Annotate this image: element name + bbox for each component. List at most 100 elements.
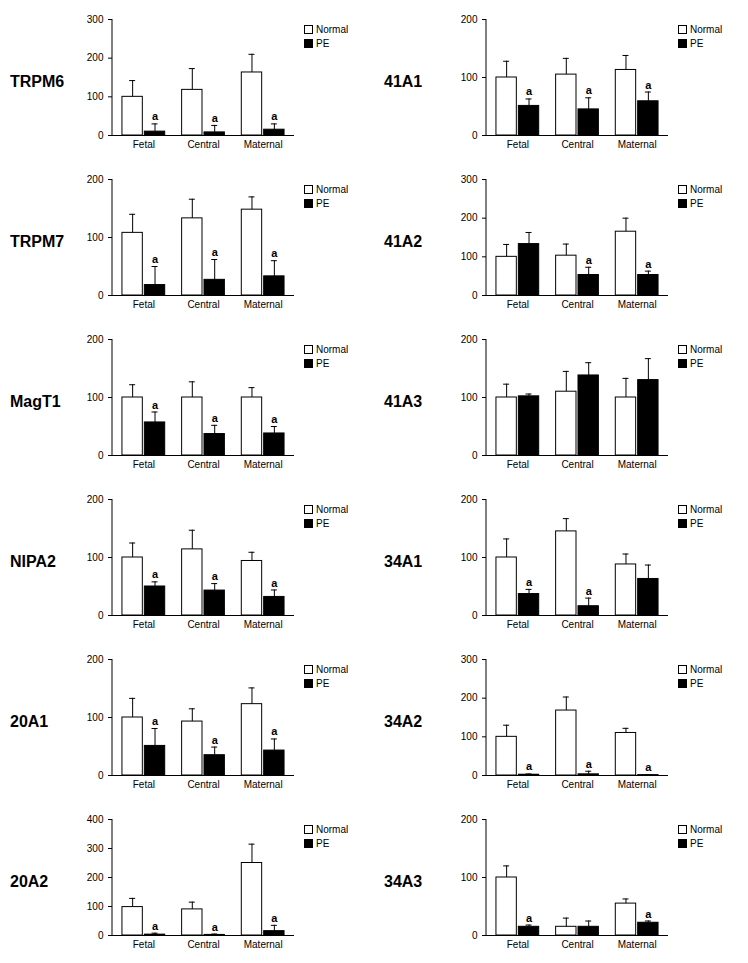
svg-text:200: 200: [461, 14, 478, 25]
svg-text:a: a: [271, 110, 278, 122]
svg-text:Maternal: Maternal: [618, 139, 657, 150]
svg-text:200: 200: [461, 212, 478, 223]
svg-text:a: a: [212, 570, 219, 582]
svg-text:Fetal: Fetal: [507, 299, 529, 310]
svg-text:a: a: [645, 761, 652, 773]
svg-text:Central: Central: [561, 299, 593, 310]
svg-text:0: 0: [472, 130, 478, 141]
svg-text:0: 0: [98, 930, 104, 941]
svg-text:a: a: [271, 247, 278, 259]
svg-text:Fetal: Fetal: [133, 139, 155, 150]
svg-text:Central: Central: [187, 779, 219, 790]
svg-text:100: 100: [461, 552, 478, 563]
svg-text:200: 200: [87, 654, 104, 665]
svg-text:Maternal: Maternal: [244, 779, 283, 790]
svg-text:a: a: [152, 920, 159, 932]
svg-text:Maternal: Maternal: [244, 139, 283, 150]
svg-text:0: 0: [472, 770, 478, 781]
svg-text:300: 300: [461, 654, 478, 665]
svg-text:Central: Central: [187, 299, 219, 310]
svg-text:a: a: [212, 112, 219, 124]
svg-text:a: a: [586, 254, 593, 266]
svg-text:a: a: [212, 412, 219, 424]
svg-text:a: a: [645, 908, 652, 920]
svg-text:Central: Central: [561, 459, 593, 470]
svg-text:Maternal: Maternal: [618, 619, 657, 630]
svg-text:200: 200: [87, 334, 104, 345]
svg-text:a: a: [212, 246, 219, 258]
svg-text:Central: Central: [187, 939, 219, 950]
svg-text:Maternal: Maternal: [618, 299, 657, 310]
svg-text:100: 100: [461, 251, 478, 262]
svg-text:a: a: [526, 760, 533, 772]
svg-text:a: a: [271, 577, 278, 589]
svg-text:Fetal: Fetal: [133, 299, 155, 310]
svg-text:200: 200: [87, 872, 104, 883]
svg-text:0: 0: [98, 290, 104, 301]
svg-text:100: 100: [87, 552, 104, 563]
svg-text:a: a: [271, 413, 278, 425]
svg-text:a: a: [586, 758, 593, 770]
svg-text:400: 400: [87, 814, 104, 825]
svg-text:a: a: [526, 85, 533, 97]
svg-text:Fetal: Fetal: [133, 939, 155, 950]
svg-text:200: 200: [461, 334, 478, 345]
svg-text:a: a: [271, 725, 278, 737]
svg-text:0: 0: [472, 610, 478, 621]
svg-text:Central: Central: [187, 619, 219, 630]
svg-text:100: 100: [87, 232, 104, 243]
svg-text:a: a: [271, 912, 278, 924]
svg-text:100: 100: [87, 392, 104, 403]
svg-text:Fetal: Fetal: [507, 459, 529, 470]
svg-text:100: 100: [461, 72, 478, 83]
svg-text:Central: Central: [187, 139, 219, 150]
svg-text:0: 0: [98, 770, 104, 781]
svg-text:a: a: [152, 715, 159, 727]
svg-text:a: a: [152, 253, 159, 265]
svg-text:Central: Central: [561, 619, 593, 630]
svg-text:200: 200: [87, 494, 104, 505]
svg-text:Fetal: Fetal: [507, 779, 529, 790]
svg-text:Maternal: Maternal: [244, 299, 283, 310]
svg-text:200: 200: [461, 494, 478, 505]
svg-text:Central: Central: [561, 939, 593, 950]
svg-text:Fetal: Fetal: [507, 939, 529, 950]
svg-text:100: 100: [87, 712, 104, 723]
svg-text:200: 200: [87, 52, 104, 63]
svg-text:Central: Central: [187, 459, 219, 470]
svg-text:Central: Central: [561, 779, 593, 790]
svg-text:200: 200: [461, 814, 478, 825]
svg-text:100: 100: [87, 91, 104, 102]
svg-text:Maternal: Maternal: [244, 619, 283, 630]
svg-text:a: a: [152, 110, 159, 122]
svg-text:Fetal: Fetal: [507, 619, 529, 630]
svg-text:a: a: [645, 258, 652, 270]
svg-text:Maternal: Maternal: [618, 939, 657, 950]
svg-text:0: 0: [472, 450, 478, 461]
svg-text:Fetal: Fetal: [133, 779, 155, 790]
svg-text:100: 100: [461, 731, 478, 742]
svg-text:Fetal: Fetal: [133, 619, 155, 630]
svg-text:a: a: [526, 576, 533, 588]
svg-text:200: 200: [87, 174, 104, 185]
svg-text:a: a: [586, 585, 593, 597]
svg-text:a: a: [152, 399, 159, 411]
svg-text:200: 200: [461, 692, 478, 703]
svg-text:0: 0: [98, 450, 104, 461]
svg-text:Maternal: Maternal: [618, 459, 657, 470]
svg-text:100: 100: [461, 872, 478, 883]
svg-text:a: a: [526, 912, 533, 924]
svg-text:300: 300: [87, 843, 104, 854]
svg-text:Maternal: Maternal: [244, 939, 283, 950]
svg-text:Maternal: Maternal: [618, 779, 657, 790]
svg-text:Fetal: Fetal: [507, 139, 529, 150]
svg-text:300: 300: [461, 174, 478, 185]
svg-text:a: a: [586, 84, 593, 96]
svg-text:Central: Central: [561, 139, 593, 150]
svg-text:0: 0: [98, 610, 104, 621]
svg-text:100: 100: [461, 392, 478, 403]
svg-text:0: 0: [98, 130, 104, 141]
svg-text:a: a: [152, 568, 159, 580]
svg-text:0: 0: [472, 290, 478, 301]
svg-text:Fetal: Fetal: [133, 459, 155, 470]
